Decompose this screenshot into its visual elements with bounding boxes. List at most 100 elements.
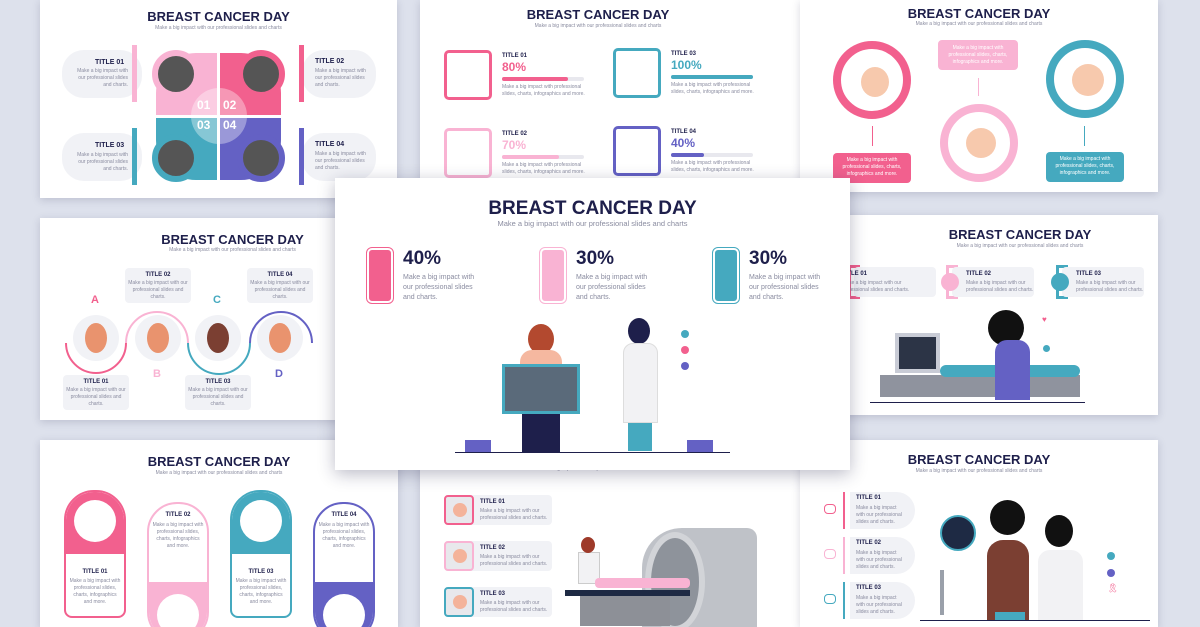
slide-title: BREAST CANCER DAY [488, 198, 697, 219]
progress-bar [502, 77, 584, 81]
info-card [64, 490, 126, 618]
item-title: TITLE 03 [480, 591, 506, 597]
item-title: TITLE 02 [165, 512, 191, 518]
slide-title: BREAST CANCER DAY [147, 9, 290, 24]
doctor-illustration [1045, 515, 1073, 547]
item-text: Make a big impact with professional slid… [318, 522, 370, 549]
item-text: Make a big impact with professional slid… [69, 578, 121, 605]
slide-title: BREAST CANCER DAY [907, 452, 1051, 467]
item-icon [1051, 273, 1069, 291]
item-text: Make a big impact with our professional … [966, 280, 1034, 293]
check-icon [1107, 569, 1115, 577]
item-text: Make a big impact with our professional … [250, 280, 310, 300]
item-text: Make a big impact with our professional … [856, 505, 902, 525]
item-number: 03 [197, 118, 211, 132]
slide-title: BREAST CANCER DAY [948, 227, 1092, 242]
check-icon [1107, 552, 1115, 560]
slide-quadrant[interactable]: BREAST CANCER DAY Make a big impact with… [40, 0, 397, 198]
slide-progress[interactable]: BREAST CANCER DAY Make a big impact with… [420, 0, 800, 180]
breast-icon [539, 247, 567, 304]
card-illustration [157, 594, 199, 627]
progress-bar [671, 75, 753, 79]
info-card [147, 502, 209, 627]
item-icon [824, 504, 836, 514]
mri-icon [444, 128, 492, 178]
item-title: TITLE 03 [248, 569, 274, 575]
step-letter: C [213, 294, 221, 306]
doctor-illustration [628, 318, 650, 344]
item-title: TITLE 01 [480, 499, 506, 505]
info-card [230, 490, 292, 618]
card-illustration [323, 594, 365, 627]
item-number: 01 [197, 98, 211, 112]
item-title: TITLE 03 [1076, 271, 1102, 277]
item-title: TITLE 02 [480, 545, 506, 551]
item-title: TITLE 01 [83, 379, 109, 385]
item-title: TITLE 02 [502, 131, 528, 137]
slide-wave[interactable]: BREAST CANCER DAY Make a big impact with… [40, 218, 340, 420]
illustration-circle [73, 315, 119, 361]
slide-cards[interactable]: BREAST CANCER DAY Make a big impact with… [40, 440, 398, 627]
item-value: 100% [671, 58, 702, 72]
illustration-circle [257, 315, 303, 361]
stat-text: Make a big impact with our professional … [576, 274, 648, 301]
heart-icon: ♥ [1042, 315, 1047, 324]
slide-circles[interactable]: BREAST CANCER DAY Make a big impact with… [800, 0, 1158, 192]
item-title: TITLE 01 [95, 59, 125, 66]
item-text: Make a big impact with professional slid… [152, 522, 204, 549]
slide-subtitle: Make a big impact with our professional … [956, 243, 1084, 249]
item-title: TITLE 03 [856, 585, 882, 591]
progress-bar [671, 153, 753, 157]
item-text: Make a big impact with our professional … [315, 68, 366, 88]
item-text: Make a big impact with our professional … [480, 508, 548, 521]
slide-title: BREAST CANCER DAY [161, 232, 304, 247]
item-text: Make a big impact with our professional … [77, 152, 128, 172]
self-exam-icon [833, 41, 911, 119]
item-title: TITLE 03 [205, 379, 231, 385]
slide-title: BREAST CANCER DAY [907, 6, 1051, 21]
ribbon-hands-icon [712, 247, 740, 304]
stat-text: Make a big impact with our professional … [403, 274, 475, 301]
progress-bar [502, 155, 584, 159]
item-title: TITLE 01 [856, 495, 882, 501]
check-icon [1043, 345, 1050, 352]
slide-mri[interactable]: Make a big impact with our professional … [420, 462, 800, 627]
item-text: Make a big impact with professional slid… [671, 82, 754, 95]
microscope-icon [940, 570, 960, 615]
item-title: TITLE 02 [856, 540, 882, 546]
xray-icon [152, 50, 200, 98]
stat-value: 40% [403, 248, 442, 269]
check-icon [681, 330, 689, 338]
woman-icon [613, 48, 661, 98]
item-text: Make a big impact with our professional … [77, 68, 128, 88]
item-text: Make a big impact with our professional … [315, 151, 366, 171]
card-illustration [240, 500, 282, 542]
step-letter: D [275, 368, 283, 380]
mammogram-icon [940, 515, 976, 551]
item-text: Make a big impact with professional slid… [948, 45, 1008, 65]
item-title: TITLE 02 [966, 271, 992, 277]
breast-icon [444, 541, 474, 571]
item-title: TITLE 04 [267, 272, 293, 278]
plant-icon [465, 440, 491, 452]
slide-ultrasound[interactable]: BREAST CANCER DAY Make a big impact with… [840, 215, 1158, 415]
item-title: TITLE 02 [145, 272, 171, 278]
slide-subtitle: Make a big impact with our professional … [915, 21, 1043, 27]
slide-exam[interactable]: BREAST CANCER DAY Make a big impact with… [800, 440, 1158, 627]
item-number: 02 [223, 98, 237, 112]
item-text: Make a big impact with our professional … [842, 280, 910, 293]
item-text: Make a big impact with our professional … [480, 554, 548, 567]
ribbon-icon: 🎗 [1107, 583, 1119, 593]
item-icon [941, 273, 959, 291]
item-number: 04 [223, 118, 237, 132]
item-text: Make a big impact with our professional … [856, 595, 902, 615]
slide-main[interactable]: BREAST CANCER DAY Make a big impact with… [335, 178, 850, 470]
step-letter: B [153, 368, 161, 380]
xray-icon [152, 134, 200, 182]
slide-subtitle: Make a big impact with our professional … [155, 470, 283, 476]
item-title: TITLE 01 [842, 271, 868, 277]
item-title: TITLE 01 [82, 569, 108, 575]
slide-subtitle: Make a big impact with our professional … [155, 25, 282, 31]
item-text: Make a big impact with our professional … [856, 550, 902, 570]
item-value: 80% [502, 60, 527, 74]
